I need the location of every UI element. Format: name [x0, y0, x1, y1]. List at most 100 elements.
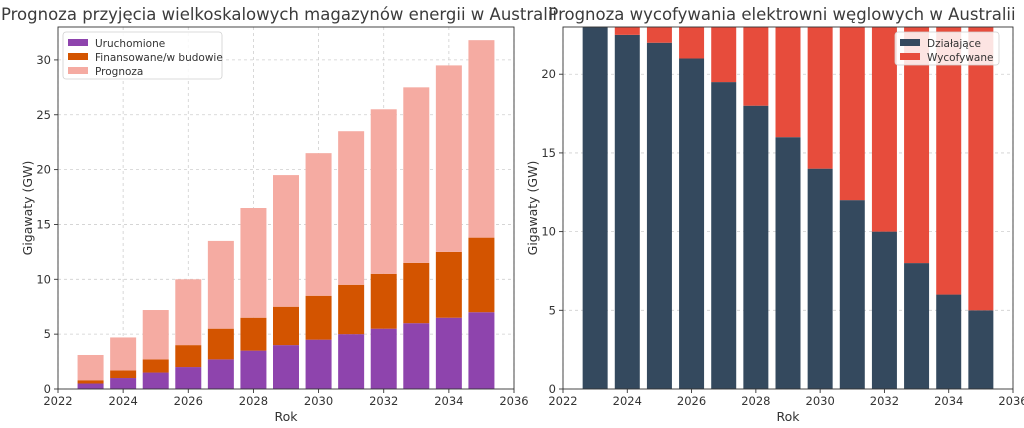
chart2-legend-label: Działające: [927, 38, 981, 50]
chart2-legend-label: Wycofywane: [927, 52, 993, 64]
chart2-bar-wycofywane-2029: [775, 27, 801, 138]
chart1-y-tick-label: 15: [36, 217, 51, 231]
chart1-bar-uruchomione-2035: [468, 312, 495, 389]
chart2-bar-wycofywane-2025: [646, 27, 672, 43]
chart1-bar-prognoza-2030: [305, 153, 332, 296]
chart1-bar-finansowane-w-budowie-2024: [110, 370, 137, 379]
chart1-bar-uruchomione-2034: [435, 317, 462, 389]
chart1-bar-finansowane-w-budowie-2028: [240, 317, 267, 351]
chart1-x-tick-label: 2026: [174, 394, 203, 408]
chart2-bar-działające-2024: [614, 34, 640, 389]
chart1-plot-frame: [57, 26, 515, 390]
chart2-x-tick-label: 2030: [806, 394, 835, 408]
chart1-legend-label: Finansowane/w budowie: [95, 52, 223, 64]
chart1-bar-prognoza-2032: [370, 109, 397, 274]
chart2-legend-swatch: [900, 39, 920, 46]
chart1-bar-uruchomione-2029: [273, 345, 299, 389]
chart2-x-tick-label: 2026: [677, 394, 706, 408]
chart1-legend-swatch: [68, 53, 88, 60]
chart2-bar-działające-2034: [936, 294, 962, 389]
chart1-x-tick-label: 2024: [109, 394, 138, 408]
chart2-bar-działające-2029: [775, 137, 801, 389]
chart1-bar-finansowane-w-budowie-2034: [435, 251, 462, 318]
chart1-bar-prognoza-2035: [468, 40, 495, 238]
chart1-bar-finansowane-w-budowie-2025: [142, 359, 169, 373]
chart1-y-tick-label: 0: [44, 382, 51, 396]
chart2-title: Prognoza wycofywania elektrowni węglowyc…: [548, 5, 1015, 24]
chart2-x-tick-label: 2022: [548, 394, 577, 408]
chart1-bar-finansowane-w-budowie-2023: [77, 380, 104, 384]
chart1-legend-box: [62, 31, 223, 80]
chart2-bar-działające-2025: [646, 42, 672, 389]
chart1-y-tick-label: 25: [36, 108, 51, 122]
chart1-bar-prognoza-2027: [207, 240, 234, 329]
chart1-bar-uruchomione-2027: [207, 359, 234, 389]
chart2-plot-frame: [562, 26, 1014, 390]
chart1-bar-uruchomione-2032: [370, 328, 397, 389]
chart2-x-axis-label: Rok: [776, 409, 800, 424]
chart2-bar-wycofywane-2024: [614, 27, 640, 35]
chart2-y-axis-label: Gigawaty (GW): [525, 161, 540, 256]
chart2-bar-wycofywane-2034: [936, 27, 962, 295]
chart1-bar-prognoza-2031: [338, 131, 365, 285]
chart1-y-tick-label: 20: [36, 163, 51, 177]
chart2-bar-wycofywane-2030: [807, 27, 833, 169]
chart1-bar-prognoza-2023: [77, 354, 104, 381]
chart2-legend-box: [894, 31, 1000, 66]
chart1-bar-finansowane-w-budowie-2032: [370, 273, 397, 329]
chart1-x-tick-label: 2036: [499, 394, 528, 408]
chart2-y-tick-label: 20: [541, 67, 556, 81]
chart1-legend-swatch: [68, 39, 88, 46]
chart2-bar-działające-2026: [679, 58, 705, 389]
chart1-x-tick-label: 2028: [239, 394, 268, 408]
chart1-bar-prognoza-2026: [175, 279, 202, 346]
chart1-bar-uruchomione-2026: [175, 367, 202, 389]
chart1-bar-finansowane-w-budowie-2033: [403, 262, 430, 324]
chart2-bar-wycofywane-2027: [711, 27, 737, 83]
chart1-bar-uruchomione-2031: [338, 334, 365, 389]
chart1-bar-prognoza-2028: [240, 208, 267, 318]
chart1-x-tick-label: 2034: [434, 394, 463, 408]
chart2-bar-działające-2027: [711, 82, 737, 389]
chart1-bar-uruchomione-2025: [142, 372, 169, 389]
chart1-bar-prognoza-2024: [110, 337, 137, 371]
chart2-x-tick-label: 2034: [934, 394, 963, 408]
chart2-bar-wycofywane-2033: [904, 27, 930, 264]
chart1-y-tick-label: 5: [44, 327, 51, 341]
chart2-y-tick-label: 15: [541, 146, 556, 160]
chart2-bar-działające-2033: [904, 263, 930, 389]
chart1-bar-uruchomione-2028: [240, 350, 267, 389]
chart1-bar-finansowane-w-budowie-2027: [207, 328, 234, 360]
chart1-bar-finansowane-w-budowie-2029: [273, 306, 299, 346]
chart1-bar-finansowane-w-budowie-2030: [305, 295, 332, 340]
chart1-y-axis-label: Gigawaty (GW): [20, 161, 35, 256]
chart2-x-tick-label: 2036: [998, 394, 1024, 408]
chart2-x-tick-label: 2024: [613, 394, 642, 408]
chart1-legend-label: Prognoza: [95, 66, 143, 78]
chart1-bar-prognoza-2034: [435, 65, 462, 252]
chart1-legend-swatch: [68, 67, 88, 74]
chart2-y-tick-label: 10: [541, 225, 556, 239]
chart1-bar-prognoza-2029: [273, 175, 299, 307]
chart1-y-tick-label: 30: [36, 53, 51, 67]
chart1-bar-prognoza-2025: [142, 310, 169, 360]
chart2-legend-swatch: [900, 53, 920, 60]
chart2-bar-wycofywane-2031: [839, 27, 865, 201]
chart2-y-tick-label: 5: [549, 303, 556, 317]
chart2-bar-działające-2023: [582, 27, 608, 389]
chart1-bar-finansowane-w-budowie-2031: [338, 284, 365, 335]
chart1-legend-label: Uruchomione: [95, 38, 165, 50]
chart2-bar-wycofywane-2032: [871, 27, 897, 232]
chart1-bar-finansowane-w-budowie-2026: [175, 345, 202, 368]
chart2-y-tick-label: 0: [549, 382, 556, 396]
chart2-bar-działające-2030: [807, 168, 833, 389]
chart2-x-tick-label: 2032: [870, 394, 899, 408]
chart1-x-axis-label: Rok: [274, 409, 298, 424]
chart1-x-tick-label: 2030: [304, 394, 333, 408]
chart1-bar-uruchomione-2023: [77, 383, 104, 389]
chart1-bar-prognoza-2033: [403, 87, 430, 263]
chart1-bar-uruchomione-2030: [305, 339, 332, 389]
chart2-bar-działające-2035: [968, 310, 994, 389]
chart1-y-tick-label: 10: [36, 272, 51, 286]
